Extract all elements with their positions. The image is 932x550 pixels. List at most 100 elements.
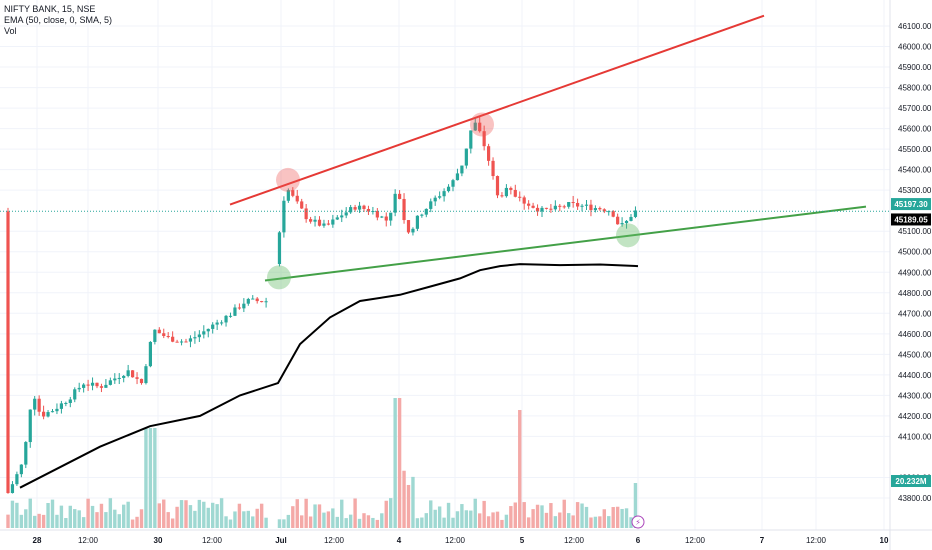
volume-bar [6, 514, 10, 528]
price-tick-label: 45900.00 [898, 63, 932, 72]
candle-body [126, 370, 130, 376]
candle-body [255, 298, 259, 302]
time-tick-label: 12:00 [685, 536, 706, 545]
ema-indicator-line[interactable]: EMA (50, close, 0, SMA, 5) [4, 15, 113, 25]
time-tick-label: 12:00 [324, 536, 345, 545]
volume-bar [344, 518, 348, 528]
volume-bar [469, 510, 473, 528]
time-tick-label: 5 [520, 536, 525, 545]
candle-body [366, 208, 371, 212]
volume-bar [313, 504, 317, 528]
volume-bar [473, 498, 477, 528]
volume-bar [77, 510, 81, 528]
volume-bar [429, 500, 433, 528]
time-tick-label: 12:00 [202, 536, 223, 545]
candle-body [406, 220, 411, 233]
volume-bar [478, 513, 482, 528]
volume-bar [308, 516, 313, 528]
chart-legend: NIFTY BANK, 15, NSE EMA (50, close, 0, S… [4, 4, 112, 37]
volume-bar [122, 504, 126, 528]
volume-bar [526, 517, 531, 528]
candle-body [6, 211, 10, 494]
volume-bar [406, 484, 411, 528]
symbol-line[interactable]: NIFTY BANK, 15, NSE [4, 4, 96, 14]
volume-bar [175, 506, 179, 528]
candle-body [553, 205, 557, 210]
candle-body [73, 389, 77, 400]
candle-body [19, 464, 23, 475]
candle-body [50, 411, 55, 413]
volume-bar [144, 428, 148, 528]
volume-badge: 20.232M [895, 477, 926, 486]
volume-bar [179, 500, 184, 528]
candle-body [380, 216, 384, 218]
volume-bar [81, 517, 86, 528]
candlesticks [6, 116, 638, 494]
volume-indicator-line[interactable]: Vol [4, 26, 17, 36]
resistance-trendline [229, 14, 765, 206]
candle-body [33, 398, 37, 410]
highlight-circles [267, 112, 640, 290]
volume-bar [362, 513, 366, 528]
candle-body [68, 399, 72, 403]
volume-bar [55, 514, 59, 528]
volume-bar [219, 498, 224, 528]
candle-body [331, 219, 335, 225]
candle-body [389, 212, 393, 221]
candle-body [42, 411, 46, 417]
highlight-circle-red [276, 167, 300, 192]
candle-body [86, 384, 90, 386]
volume-bar [535, 504, 540, 528]
candle-body [242, 303, 246, 309]
price-tick-label: 45700.00 [898, 104, 932, 113]
volume-bar [402, 470, 406, 528]
highlight-circle-red [470, 112, 494, 137]
volume-bar [41, 514, 46, 528]
ema-badge-bg [891, 213, 931, 226]
candle-body [584, 204, 589, 206]
flash-icon: ⚡ [631, 515, 645, 529]
candle-body [398, 193, 402, 199]
time-tick-label: 28 [33, 536, 42, 545]
price-tick-label: 45800.00 [898, 84, 932, 93]
volume-bar [19, 514, 24, 528]
volume-bar [446, 502, 451, 528]
volume-bar [64, 518, 68, 528]
candle-body [291, 190, 295, 196]
candle-body [362, 205, 366, 209]
volume-bar [10, 500, 15, 528]
candle-body [451, 180, 455, 187]
candle-body [188, 338, 193, 342]
candle-body [429, 201, 433, 209]
candle-body [375, 211, 379, 218]
candle-body [15, 474, 19, 485]
volume-bar [420, 517, 424, 528]
volume-bar [615, 506, 620, 528]
volume-bar [117, 514, 121, 528]
volume-bar [246, 510, 250, 528]
candle-body [353, 207, 357, 210]
time-tick-label: 30 [154, 536, 163, 545]
volume-bar [624, 508, 629, 528]
candle-body [384, 216, 388, 221]
volume-bar [224, 516, 228, 528]
volume-bar [331, 508, 335, 528]
candle-body [193, 337, 197, 339]
price-axis[interactable]: 46100.00 46000.00 45900.00 45800.00 45700.00… [889, 0, 932, 550]
volume-bar [264, 517, 268, 528]
candle-body [593, 208, 597, 211]
volume-bar [389, 498, 393, 528]
volume-bar [437, 506, 442, 528]
candle-body [277, 232, 282, 265]
candle-body [460, 165, 464, 174]
candle-body [340, 215, 344, 218]
time-tick-label: Jul [275, 536, 287, 545]
ema-badge: 45189.05 [894, 215, 928, 224]
candle-body [171, 336, 175, 342]
candle-body [540, 207, 544, 212]
time-axis[interactable]: 28 12:00 30 12:00 Jul 12:00 4 12:00 5 12:00 6 12:00… [0, 529, 932, 545]
candle-body [535, 207, 540, 212]
candle-body [175, 341, 179, 343]
volume-bar [593, 516, 598, 528]
